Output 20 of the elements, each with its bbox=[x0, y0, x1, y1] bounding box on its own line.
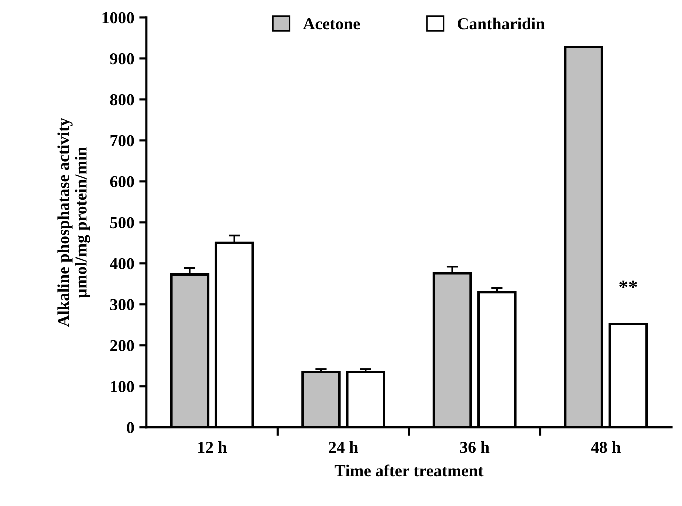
x-tick-label: 12 h bbox=[198, 441, 228, 454]
y-tick-label: 700 bbox=[110, 135, 134, 147]
y-tick-label: 800 bbox=[110, 94, 134, 106]
y-tick-label: 400 bbox=[110, 258, 134, 270]
y-tick-label: 1000 bbox=[102, 12, 134, 24]
y-tick-label: 600 bbox=[110, 176, 134, 188]
y-tick-label: 100 bbox=[111, 381, 134, 393]
annotation: ** bbox=[620, 280, 638, 288]
x-tick-label: 24 h bbox=[329, 441, 358, 454]
y-tick-label: 300 bbox=[110, 299, 134, 311]
legend-label: Cantharidin bbox=[458, 18, 545, 30]
x-tick-label: 48 h bbox=[591, 441, 621, 454]
y-tick-label: 500 bbox=[110, 217, 134, 229]
y-tick-label: 0 bbox=[127, 422, 134, 434]
x-tick-label: 36 h bbox=[460, 441, 490, 454]
y-tick-label: 200 bbox=[110, 340, 134, 352]
x-axis-title: Time after treatment bbox=[334, 464, 484, 477]
y-tick-label: 900 bbox=[110, 53, 134, 65]
y-axis-title: Alkaline phosphatase activity μmol/mg protein/min bbox=[58, 118, 90, 328]
legend-label: Acetone bbox=[303, 18, 360, 30]
